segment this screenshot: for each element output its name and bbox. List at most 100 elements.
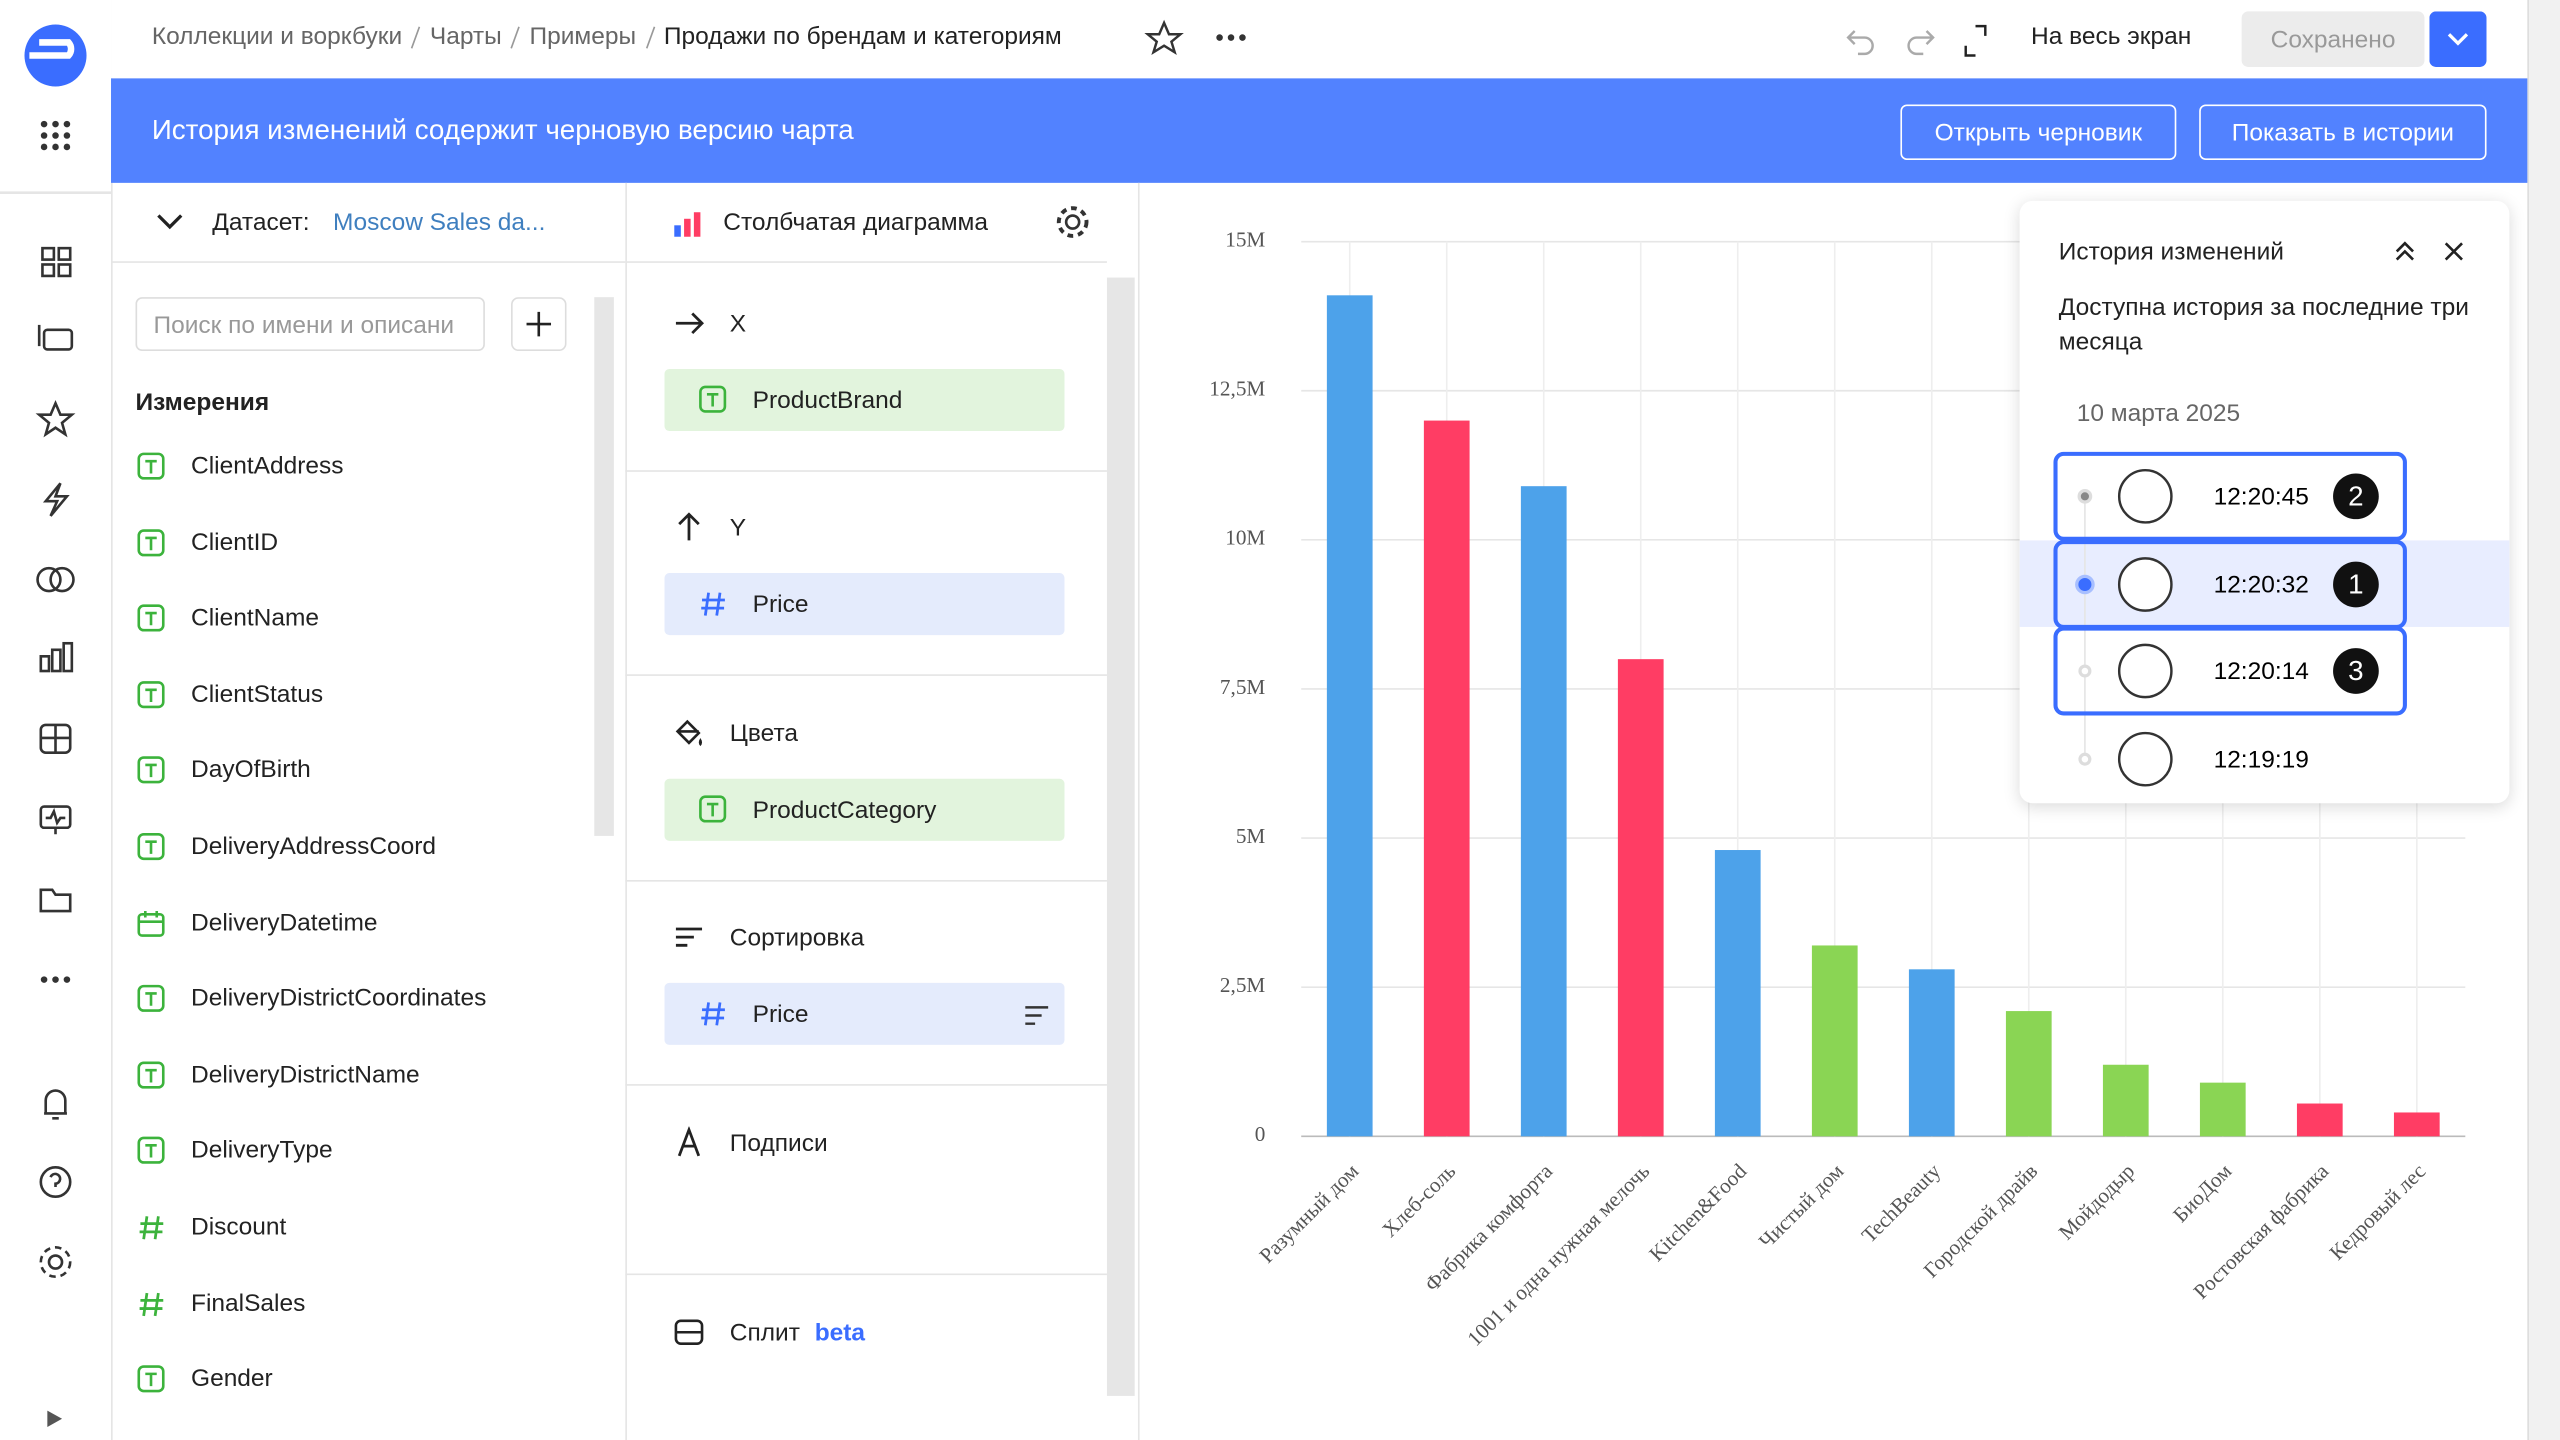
- more-icon[interactable]: [40, 976, 71, 983]
- settings-icon[interactable]: [39, 1246, 72, 1279]
- field-name: ProductBrand: [752, 386, 903, 414]
- dataset-label: Датасет:: [212, 208, 310, 237]
- breadcrumb[interactable]: Примеры: [529, 22, 637, 51]
- field-type-icon: [699, 385, 727, 413]
- field-item[interactable]: Gender: [191, 1365, 273, 1393]
- history-entry[interactable]: 12:20:32 1: [2053, 540, 2407, 629]
- field-type-icon: [137, 452, 165, 480]
- x-tick-label: Чистый дом: [1754, 1159, 1848, 1253]
- field-type-icon: [137, 1365, 165, 1393]
- saved-button[interactable]: Сохранено: [2241, 11, 2425, 67]
- field-item[interactable]: DeliveryDistrictName: [191, 1060, 420, 1089]
- favorite-button[interactable]: [1144, 19, 1184, 55]
- help-icon[interactable]: [39, 1166, 72, 1199]
- collapse-history[interactable]: [2395, 241, 2414, 261]
- fullscreen-button[interactable]: На весь экран: [2031, 22, 2192, 51]
- x-tick-label: TechBeauty: [1857, 1159, 1946, 1248]
- bar: [1714, 850, 1761, 1137]
- field-item[interactable]: ClientStatus: [191, 680, 324, 709]
- sort-icon: [1025, 1006, 1049, 1025]
- section-icon: [675, 719, 703, 747]
- field-name: ProductCategory: [752, 795, 937, 824]
- actions-icon[interactable]: [42, 482, 70, 517]
- history-entry[interactable]: 12:20:14 3: [2053, 626, 2407, 716]
- field-type-icon: [699, 795, 727, 823]
- section-title: X: [729, 310, 747, 338]
- chart-settings[interactable]: [1055, 204, 1091, 240]
- add-field-button[interactable]: [511, 297, 567, 352]
- search-input[interactable]: Поиск по имени и описани: [135, 297, 485, 352]
- field-item[interactable]: ClientAddress: [191, 452, 344, 481]
- save-menu-button[interactable]: [2429, 11, 2487, 67]
- history-description: Доступна история за последние три месяца: [2058, 293, 2469, 356]
- section-icon: [675, 312, 705, 335]
- breadcrumb[interactable]: Чарты: [429, 22, 502, 51]
- collapse-dataset[interactable]: [153, 211, 186, 234]
- field-item[interactable]: DeliveryDatetime: [191, 908, 378, 937]
- expand-nav[interactable]: [47, 1410, 63, 1427]
- field-pill[interactable]: ProductCategory: [664, 778, 1065, 841]
- monitoring-icon[interactable]: [39, 805, 72, 835]
- bar: [1520, 486, 1567, 1137]
- divider: [625, 261, 1107, 263]
- chart-type[interactable]: Столбчатая диаграмма: [723, 208, 989, 237]
- widgets-icon[interactable]: [39, 723, 72, 754]
- field-pill[interactable]: Price: [664, 573, 1065, 636]
- redo-button[interactable]: [1907, 30, 1935, 56]
- section-title: Измерения: [135, 388, 270, 417]
- bar: [1811, 945, 1858, 1137]
- avatar: [2117, 468, 2173, 524]
- field-pill[interactable]: Price: [664, 982, 1065, 1045]
- field-item[interactable]: ClientID: [191, 528, 279, 557]
- breadcrumb[interactable]: Коллекции и воркбуки: [151, 22, 403, 51]
- x-tick-label: Кедровый лес: [2325, 1159, 2431, 1265]
- folder-icon[interactable]: [39, 888, 72, 913]
- open-draft-button[interactable]: Открыть черновик: [1900, 104, 2177, 160]
- close-history[interactable]: [2444, 242, 2463, 261]
- field-item[interactable]: DayOfBirth: [191, 756, 311, 785]
- field-type-icon: [137, 528, 165, 556]
- timeline-dot: [2078, 752, 2092, 766]
- field-name: Price: [752, 590, 809, 618]
- notifications-icon[interactable]: [44, 1089, 67, 1120]
- undo-button[interactable]: [1846, 30, 1874, 56]
- page-scrollbar[interactable]: [2527, 0, 2560, 1440]
- header-actions: [1144, 19, 1246, 55]
- panel-scrollbar[interactable]: [594, 297, 614, 836]
- history-entry[interactable]: 12:19:19: [2078, 731, 2309, 787]
- avatar: [2117, 643, 2173, 699]
- field-item[interactable]: ClientName: [191, 604, 319, 633]
- logo-mark: [29, 39, 75, 59]
- avatar: [2117, 731, 2173, 787]
- more-button[interactable]: [1216, 34, 1246, 41]
- charts-icon[interactable]: [39, 641, 74, 673]
- field-item[interactable]: Discount: [191, 1213, 287, 1241]
- section-title: Сортировка: [729, 924, 865, 952]
- bar: [1326, 295, 1373, 1137]
- field-item[interactable]: DeliveryDistrictCoordinates: [191, 984, 487, 1013]
- field-item[interactable]: DeliveryAddressCoord: [191, 832, 437, 861]
- show-history-button[interactable]: Показать в истории: [2199, 104, 2487, 160]
- field-pill[interactable]: ProductBrand: [664, 368, 1065, 432]
- bar: [2393, 1112, 2440, 1137]
- field-item[interactable]: FinalSales: [191, 1289, 306, 1317]
- favorites-icon[interactable]: [35, 399, 76, 438]
- collections-icon[interactable]: [37, 324, 74, 351]
- dataset-name[interactable]: Moscow Sales da...: [333, 208, 546, 237]
- field-item[interactable]: DeliveryType: [191, 1136, 333, 1165]
- panel-scrollbar[interactable]: [1106, 277, 1135, 1396]
- timeline-dot: [2075, 574, 2095, 595]
- bar: [1617, 659, 1664, 1137]
- x-tick-label: БиоДом: [2168, 1159, 2236, 1227]
- chart-type-icon: [674, 212, 701, 237]
- datasets-icon[interactable]: [36, 566, 75, 593]
- dashboards-icon[interactable]: [41, 246, 72, 278]
- section-title: Y: [729, 514, 747, 543]
- y-tick-label: 10M: [1225, 526, 1265, 550]
- y-tick-label: 7,5M: [1220, 675, 1266, 699]
- apps-icon[interactable]: [40, 120, 71, 151]
- history-entry[interactable]: 12:20:45 2: [2053, 451, 2407, 541]
- history-timeline: 12:20:45 2 12:20:32 1 12:20:14 3 12:19:19: [2019, 451, 2510, 787]
- badge: [2333, 561, 2379, 608]
